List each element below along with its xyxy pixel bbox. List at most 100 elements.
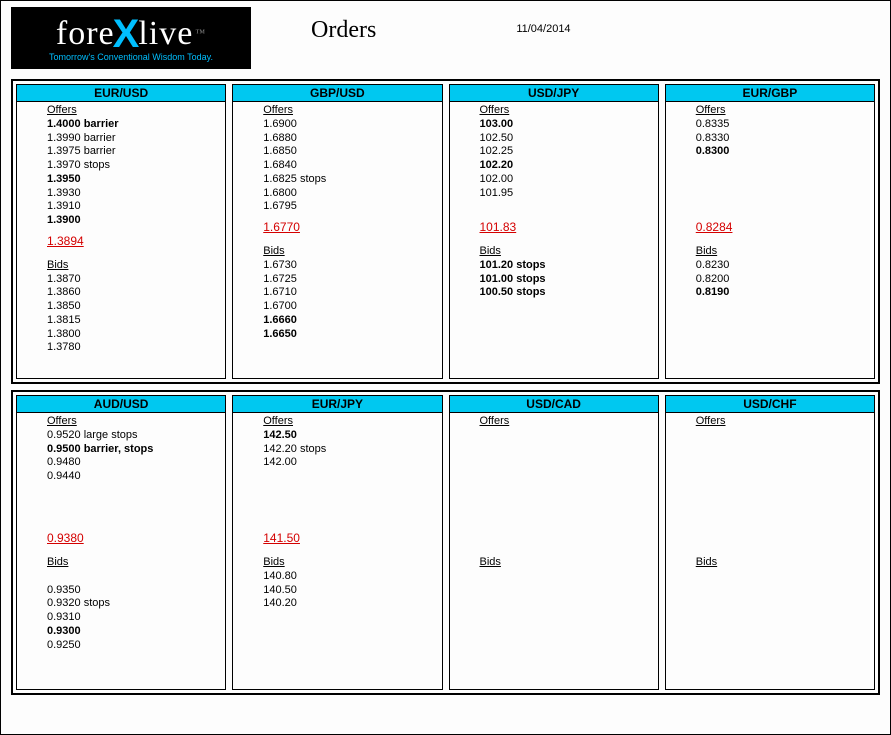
offer-line: 1.4000 barrier: [47, 118, 225, 132]
header: foreXlive™ Tomorrow's Conventional Wisdo…: [11, 7, 880, 69]
pair-card: EUR/JPYOffers142.50142.20 stops142.00141…: [232, 395, 442, 690]
offer-line: 0.9480: [47, 456, 225, 470]
orders-grid: EUR/USD Offers1.4000 barrier1.3990 barrie…: [11, 79, 880, 695]
pair-body: Offers0.83350.83300.8300 0.8284 Bids0.8230…: [666, 102, 874, 378]
forexlive-logo: foreXlive™ Tomorrow's Conventional Wisdo…: [11, 7, 251, 69]
bids-block: Bids: [696, 556, 874, 570]
bid-line: 0.8200: [696, 273, 874, 287]
current-price: 101.83: [480, 220, 658, 235]
pair-card: EUR/USD Offers1.4000 barrier1.3990 barrie…: [16, 84, 226, 379]
pair-header: GBP/USD: [233, 85, 441, 102]
logo-text-post: live: [138, 17, 193, 51]
bids-label: Bids: [47, 556, 225, 570]
logo-tm: ™: [195, 29, 206, 39]
pair-body: Offers142.50142.20 stops142.00141.50Bids…: [233, 413, 441, 689]
bids-block: Bids1.67301.67251.67101.67001.66601.6650: [263, 245, 441, 341]
bids-block: Bids140.80140.50140.20: [263, 556, 441, 611]
grid-row: AUD/USDOffers0.9520 large stops0.9500 ba…: [11, 390, 880, 695]
pair-body: Offers103.00102.50102.25102.20102.00101.…: [450, 102, 658, 378]
bid-line: 1.6710: [263, 286, 441, 300]
bid-line: 1.3815: [47, 314, 225, 328]
offer-line: 142.50: [263, 429, 441, 443]
bid-line: 1.6730: [263, 259, 441, 273]
page-title: Orders: [311, 17, 376, 44]
bid-line: 0.9250: [47, 639, 225, 653]
offer-line: 103.00: [480, 118, 658, 132]
offers-block: Offers0.83350.83300.8300: [696, 104, 874, 214]
bids-label: Bids: [47, 259, 225, 273]
current-price: 1.3894: [47, 234, 225, 249]
bid-line: 1.6650: [263, 328, 441, 342]
logo-tagline: Tomorrow's Conventional Wisdom Today.: [49, 52, 213, 62]
pair-body: Offers1.69001.68801.68501.68401.6825 sto…: [233, 102, 441, 378]
pair-card: AUD/USDOffers0.9520 large stops0.9500 ba…: [16, 395, 226, 690]
offer-line: 1.6880: [263, 132, 441, 146]
offer-line: 102.25: [480, 145, 658, 159]
offer-line: 142.00: [263, 456, 441, 470]
offers-label: Offers: [263, 415, 441, 429]
offer-line: 0.8330: [696, 132, 874, 146]
offer-line: 1.6825 stops: [263, 173, 441, 187]
bids-label: Bids: [263, 556, 441, 570]
offer-line: 102.20: [480, 159, 658, 173]
bid-line: [47, 570, 225, 584]
offers-label: Offers: [480, 104, 658, 118]
pair-body: Offers0.9520 large stops0.9500 barrier, …: [17, 413, 225, 689]
bid-line: 1.3850: [47, 300, 225, 314]
bid-line: 1.3860: [47, 286, 225, 300]
bids-label: Bids: [480, 556, 658, 570]
offer-line: 1.6795: [263, 200, 441, 214]
pair-card: USD/JPYOffers103.00102.50102.25102.20102…: [449, 84, 659, 379]
pair-body: Offers0Bids: [666, 413, 874, 689]
bid-line: 0.9320 stops: [47, 597, 225, 611]
pair-header: EUR/USD: [17, 85, 225, 102]
offer-line: 1.3930: [47, 187, 225, 201]
pair-header: EUR/GBP: [666, 85, 874, 102]
bid-line: 0.9300: [47, 625, 225, 639]
page-date: 11/04/2014: [516, 23, 570, 35]
bid-line: 1.6660: [263, 314, 441, 328]
offers-block: Offers1.4000 barrier1.3990 barrier1.3975…: [47, 104, 225, 228]
bids-block: Bids0.82300.82000.8190: [696, 245, 874, 300]
bids-label: Bids: [696, 556, 874, 570]
offer-line: 1.6840: [263, 159, 441, 173]
bids-block: Bids101.20 stops101.00 stops100.50 stops: [480, 245, 658, 300]
bids-label: Bids: [263, 245, 441, 259]
bid-line: 1.3800: [47, 328, 225, 342]
offers-label: Offers: [263, 104, 441, 118]
pair-card: EUR/GBP Offers0.83350.83300.8300 0.8284 Bid…: [665, 84, 875, 379]
bid-line: 0.8190: [696, 286, 874, 300]
offer-line: 101.95: [480, 187, 658, 201]
offer-line: 1.6800: [263, 187, 441, 201]
offer-line: 1.6850: [263, 145, 441, 159]
offers-block: Offers0.9520 large stops0.9500 barrier, …: [47, 415, 225, 525]
offer-line: 102.50: [480, 132, 658, 146]
pair-card: USD/CHFOffers0Bids: [665, 395, 875, 690]
offer-line: 102.00: [480, 173, 658, 187]
bid-line: 140.80: [263, 570, 441, 584]
current-price: 0.8284: [696, 220, 874, 235]
pair-body: Offers1.4000 barrier1.3990 barrier1.3975…: [17, 102, 225, 378]
logo-x-icon: X: [113, 14, 141, 54]
bid-line: 100.50 stops: [480, 286, 658, 300]
offers-block: Offers: [696, 415, 874, 525]
offer-line: 1.6900: [263, 118, 441, 132]
offer-line: 0.8335: [696, 118, 874, 132]
offer-line: 0.8300: [696, 145, 874, 159]
bid-line: 0.9310: [47, 611, 225, 625]
bids-block: Bids: [480, 556, 658, 570]
offer-line: 142.20 stops: [263, 443, 441, 457]
offers-label: Offers: [696, 415, 874, 429]
pair-body: Offers0Bids: [450, 413, 658, 689]
pair-card: USD/CADOffers0Bids: [449, 395, 659, 690]
bid-line: 101.00 stops: [480, 273, 658, 287]
offers-block: Offers142.50142.20 stops142.00: [263, 415, 441, 525]
pair-header: USD/CAD: [450, 396, 658, 413]
bid-line: 101.20 stops: [480, 259, 658, 273]
bids-label: Bids: [480, 245, 658, 259]
offers-block: Offers: [480, 415, 658, 525]
bid-line: 1.3780: [47, 341, 225, 355]
bid-line: 0.9350: [47, 584, 225, 598]
offer-line: 1.3975 barrier: [47, 145, 225, 159]
offer-line: 1.3970 stops: [47, 159, 225, 173]
